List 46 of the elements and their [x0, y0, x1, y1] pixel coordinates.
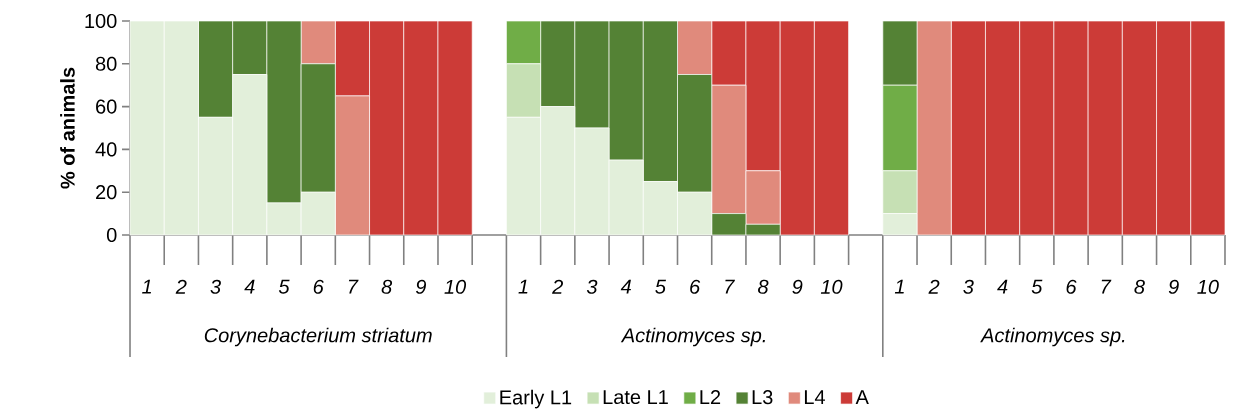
x-tick-label: 9 — [1168, 279, 1179, 294]
x-tick-label: 2 — [175, 279, 187, 294]
x-tick-label: 1 — [518, 279, 528, 294]
x-tick-label: 1 — [894, 279, 904, 294]
x-tick-label: 2 — [552, 279, 564, 294]
x-tick-label: 4 — [620, 279, 631, 294]
text: Actinomyces sp. — [980, 327, 1125, 347]
x-tick-label: 5 — [655, 279, 666, 294]
x-tick-label: 4 — [997, 279, 1008, 294]
legend-label: Early L1 — [500, 389, 572, 409]
y-tick-label: 40 — [95, 142, 117, 157]
legend-label: L3 — [752, 390, 773, 405]
x-tick-label: 10 — [444, 279, 467, 294]
legend-label: L2 — [700, 390, 721, 405]
x-tick-label: 2 — [928, 279, 940, 294]
legend-label: L4 — [804, 390, 825, 404]
y-tick-label: 80 — [95, 56, 117, 71]
x-tick-label: 6 — [1066, 279, 1077, 294]
x-tick-label: 7 — [725, 279, 735, 294]
x-tick-label: 5 — [278, 279, 290, 294]
x-tick-label: 6 — [313, 279, 324, 294]
x-tick-label: 3 — [586, 279, 598, 294]
y-tick-label: 0 — [106, 227, 117, 243]
x-tick-label: 9 — [792, 279, 803, 294]
y-tick-label: 100 — [85, 13, 117, 29]
x-tick-label: 6 — [690, 279, 701, 294]
text: Corynebacterium striatum — [204, 327, 432, 347]
x-tick-label: 10 — [820, 279, 843, 294]
legend-label: A — [855, 390, 869, 404]
x-tick-label: 10 — [1197, 279, 1219, 294]
x-tick-label: 5 — [1031, 279, 1043, 294]
x-tick-label: 8 — [758, 279, 769, 294]
x-tick-label: 7 — [348, 279, 359, 294]
y-axis-title: % of animals — [60, 67, 75, 189]
text: Actinomyces sp. — [620, 327, 765, 347]
x-tick-label: 8 — [381, 279, 393, 294]
x-tick-label: 4 — [244, 279, 255, 294]
x-tick-label: 3 — [210, 279, 221, 294]
legend-label: Late L1 — [603, 390, 668, 405]
x-tick-label: 1 — [142, 279, 151, 294]
y-tick-label: 20 — [96, 185, 117, 200]
x-tick-label: 3 — [963, 279, 974, 294]
y-tick-label: 60 — [96, 99, 117, 114]
x-tick-label: 9 — [416, 279, 427, 294]
x-tick-label: 7 — [1101, 279, 1112, 294]
x-tick-label: 8 — [1134, 279, 1145, 294]
